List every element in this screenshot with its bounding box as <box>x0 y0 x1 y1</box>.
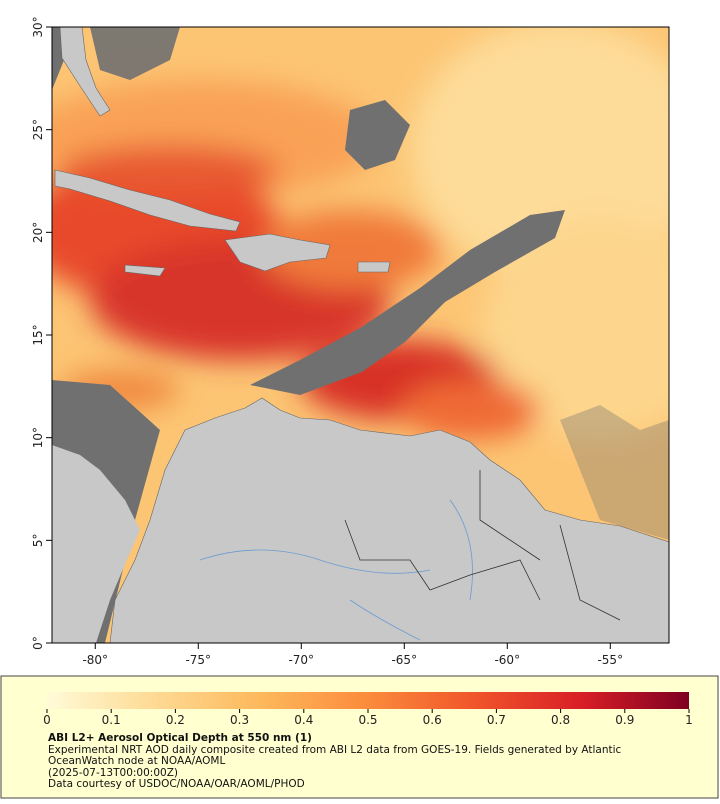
colorbar-tick-label: 0.1 <box>102 713 121 727</box>
y-tick-label: 10° <box>31 427 45 448</box>
x-tick-label: -70° <box>288 653 314 667</box>
y-tick-label: 5° <box>31 534 45 548</box>
colorbar-tick-label: 0.2 <box>166 713 185 727</box>
y-tick-label: 15° <box>31 324 45 345</box>
x-tick-label: -60° <box>494 653 520 667</box>
y-tick-label: 0° <box>31 636 45 650</box>
caption-title: ABI L2+ Aerosol Optical Depth at 550 nm … <box>48 732 312 744</box>
caption-timestamp: (2025-07-13T00:00:00Z) <box>48 766 178 779</box>
x-tick-label: -80° <box>82 653 108 667</box>
colorbar <box>47 692 689 709</box>
colorbar-tick-label: 0.5 <box>358 713 377 727</box>
x-tick-label: -65° <box>391 653 417 667</box>
colorbar-tick-label: 0 <box>43 713 51 727</box>
colorbar-tick-label: 1 <box>685 713 693 727</box>
y-tick-label: 20° <box>31 222 45 243</box>
colorbar-tick-label: 0.6 <box>423 713 442 727</box>
colorbar-tick-label: 0.4 <box>294 713 313 727</box>
colorbar-tick-label: 0.7 <box>487 713 506 727</box>
y-tick-label: 30° <box>31 16 45 37</box>
caption-description: Experimental NRT AOD daily composite cre… <box>48 743 622 767</box>
caption-credit: Data courtesy of USDOC/NOAA/OAR/AOML/PHO… <box>48 778 305 790</box>
y-tick-label: 25° <box>31 119 45 140</box>
x-tick-label: -55° <box>597 653 623 667</box>
map <box>52 27 669 643</box>
colorbar-tick-label: 0.3 <box>230 713 249 727</box>
caption: ABI L2+ Aerosol Optical Depth at 550 nm … <box>48 732 673 791</box>
colorbar-tick-label: 0.9 <box>615 713 634 727</box>
x-tick-label: -75° <box>185 653 211 667</box>
colorbar-tick-label: 0.8 <box>551 713 570 727</box>
